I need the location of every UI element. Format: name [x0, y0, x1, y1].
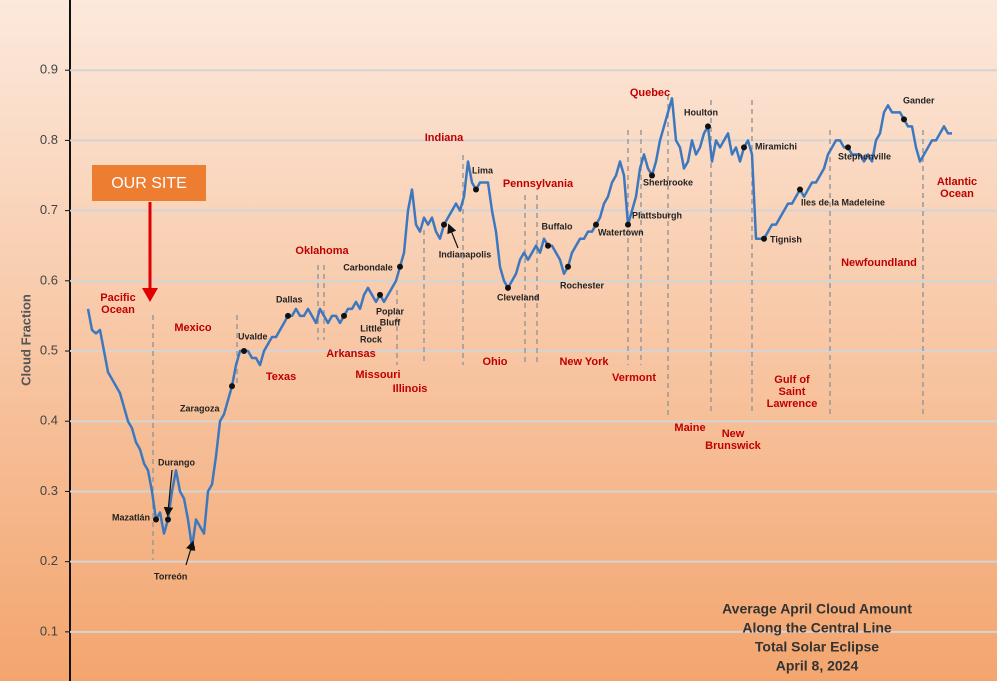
city-marker: [473, 186, 479, 193]
city-marker: [377, 291, 383, 298]
city-label: Mazatlán: [112, 512, 150, 522]
y-tick-label: 0.3: [40, 483, 58, 498]
y-tick-label: 0.9: [40, 62, 58, 77]
city-label: Houlton: [684, 107, 718, 117]
y-tick-label: 0.8: [40, 132, 58, 147]
city-marker: [797, 186, 803, 193]
city-label: Indianapolis: [439, 249, 492, 259]
y-axis-label: Cloud Fraction: [18, 294, 33, 386]
region-label: Maine: [674, 422, 705, 434]
region-label: Newfoundland: [841, 257, 917, 269]
region-label: Ocean: [940, 188, 974, 200]
city-label: Cleveland: [497, 292, 540, 302]
city-marker: [741, 144, 747, 151]
city-label: Rochester: [560, 280, 605, 290]
callout-arrowhead: [142, 288, 158, 302]
region-label: Indiana: [425, 132, 464, 144]
city-label: Carbondale: [343, 262, 393, 272]
region-label: Texas: [266, 371, 296, 383]
city-label: Watertown: [598, 227, 644, 237]
region-label: Pacific: [100, 292, 135, 304]
region-label: Missouri: [355, 369, 400, 381]
city-marker: [165, 516, 171, 523]
y-tick-label: 0.5: [40, 342, 58, 357]
city-marker: [341, 312, 347, 319]
region-label: Pennsylvania: [503, 178, 574, 190]
region-label: Atlantic: [937, 176, 977, 188]
city-label: Lima: [472, 165, 494, 175]
region-label: New York: [559, 356, 609, 368]
city-marker: [441, 221, 447, 228]
city-label: Little: [360, 323, 382, 333]
city-label: Stephenville: [838, 151, 891, 161]
y-tick-label: 0.6: [40, 272, 58, 287]
city-marker: [649, 172, 655, 179]
region-label: Saint: [779, 386, 806, 398]
city-marker: [705, 123, 711, 130]
city-label: Torreón: [154, 571, 187, 581]
region-label: Arkansas: [326, 348, 376, 360]
city-marker: [153, 516, 159, 523]
pointer-arrow: [185, 540, 196, 566]
city-label: Uvalde: [238, 331, 268, 341]
region-label: Brunswick: [705, 440, 762, 452]
caption-line: April 8, 2024: [776, 658, 859, 674]
caption-line: Average April Cloud Amount: [722, 601, 912, 617]
region-label: Quebec: [630, 87, 670, 99]
city-label: Plattsburgh: [632, 210, 682, 220]
city-marker: [397, 263, 403, 270]
y-tick-label: 0.7: [40, 202, 58, 217]
caption-line: Total Solar Eclipse: [755, 639, 879, 655]
city-marker: [845, 144, 851, 151]
city-label: Dallas: [276, 294, 303, 304]
boundaries: [152, 95, 924, 560]
city-label: Iles de la Madeleine: [801, 197, 885, 207]
city-marker: [593, 221, 599, 228]
callout: OUR SITE: [111, 175, 187, 192]
caption-line: Along the Central Line: [742, 620, 892, 636]
city-label: Bluff: [380, 317, 401, 327]
city-label: Rock: [360, 334, 383, 344]
region-label: Ocean: [101, 304, 135, 316]
grid: 0.1 0.2 0.3 0.4 0.5 0.6 0.7 0.8 0.9: [40, 62, 997, 638]
region-label: Vermont: [612, 372, 656, 384]
region-label: Illinois: [393, 383, 428, 395]
city-label: Sherbrooke: [643, 177, 693, 187]
y-tick-label: 0.4: [40, 413, 58, 428]
region-label: Gulf of: [774, 374, 810, 386]
city-marker: [545, 242, 551, 249]
city-marker: [241, 348, 247, 355]
city-marker: [285, 312, 291, 319]
city-label: Gander: [903, 95, 935, 105]
city-label: Zaragoza: [180, 403, 221, 413]
city-marker: [761, 235, 767, 242]
city-label: Miramichi: [755, 141, 797, 151]
city-marker: [625, 221, 631, 228]
pointer-arrow: [163, 469, 174, 517]
city-label: Durango: [158, 457, 196, 467]
y-tick-label: 0.2: [40, 553, 58, 568]
plot: Mazatlán Durango Torreón Zaragoza Uvalde Dall…: [86, 87, 977, 581]
y-tick-label: 0.1: [40, 623, 58, 638]
region-label: New: [722, 428, 745, 440]
city-label: Buffalo: [542, 221, 573, 231]
region-label: Ohio: [482, 356, 507, 368]
city-marker: [505, 284, 511, 291]
city-label: Poplar: [376, 306, 405, 316]
region-label: Oklahoma: [295, 245, 349, 257]
region-label: Lawrence: [767, 398, 818, 410]
city-marker: [229, 383, 235, 390]
city-marker: [565, 263, 571, 270]
city-marker: [901, 116, 907, 123]
region-label: Mexico: [174, 322, 212, 334]
city-label: Tignish: [770, 234, 802, 244]
callout-box: [92, 165, 206, 201]
pointer-arrow: [447, 223, 459, 249]
